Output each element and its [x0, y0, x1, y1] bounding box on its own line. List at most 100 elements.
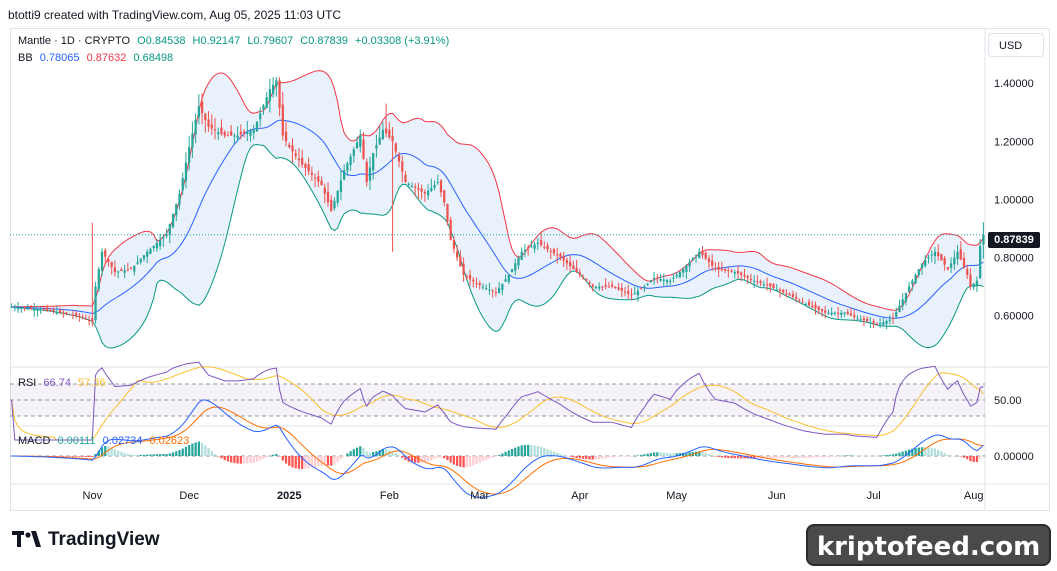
tradingview-logo[interactable]: TradingView [12, 529, 160, 551]
candle-body [982, 234, 985, 245]
macd-line-value: 0.02734 [102, 435, 143, 447]
macd-histogram-bar [230, 456, 233, 463]
candle-body [675, 274, 678, 277]
candle-body [397, 155, 401, 162]
candle-body [723, 268, 727, 271]
macd-histogram-bar [778, 456, 782, 459]
candle [488, 282, 491, 295]
candle [39, 306, 42, 315]
candle [129, 266, 133, 270]
currency-button[interactable]: USD [988, 33, 1044, 57]
candle [246, 120, 249, 142]
candle-body [239, 131, 242, 135]
candle-body [81, 316, 84, 318]
macd-histogram-bar [514, 447, 517, 456]
candle [123, 264, 126, 279]
macd-histogram-bar [543, 447, 546, 456]
bb-lower-line [11, 143, 984, 349]
candle [856, 314, 859, 320]
macd-histogram-bar [804, 456, 807, 458]
macd-histogram-bar [943, 453, 946, 456]
candle [71, 310, 75, 319]
macd-histogram-bar [110, 447, 113, 456]
candle-body [688, 262, 691, 267]
candle-body [410, 185, 414, 187]
candle [885, 319, 888, 330]
candle-body [594, 286, 598, 289]
candle [659, 273, 662, 282]
candle [394, 142, 397, 156]
bb-upper-value: 0.87632 [86, 52, 127, 64]
candle [317, 170, 320, 188]
candle [168, 223, 171, 244]
candle [252, 124, 255, 140]
candle [188, 136, 191, 171]
candle [972, 283, 975, 291]
candle [491, 289, 494, 298]
candle [640, 286, 643, 290]
candle [304, 162, 307, 176]
candle-body [517, 257, 520, 266]
candle [665, 278, 669, 287]
candle [878, 318, 882, 329]
candle [911, 279, 914, 291]
candle-body [117, 271, 120, 273]
candle-body [966, 269, 969, 275]
candle [468, 269, 472, 286]
candle [291, 138, 294, 163]
candle-body [840, 312, 843, 315]
candle [937, 244, 940, 261]
price-tick-label: 1.20000 [994, 136, 1034, 148]
candle [778, 287, 782, 298]
macd-histogram-bar [107, 446, 110, 456]
candle-body [930, 254, 933, 256]
candle-body [68, 314, 71, 316]
candle [833, 311, 837, 316]
macd-histogram-bar [117, 450, 120, 456]
candle-body [168, 224, 171, 236]
candle-body [339, 180, 343, 192]
candle [707, 255, 711, 269]
candle [204, 112, 207, 133]
candle-body [846, 312, 849, 315]
macd-histogram-bar [914, 448, 917, 456]
candle-body [824, 310, 827, 313]
candle [84, 314, 87, 321]
macd-histogram-bar [113, 449, 117, 456]
candle-body [795, 296, 798, 299]
candle [110, 261, 113, 275]
macd-histogram-bar [317, 456, 320, 467]
candle [562, 251, 565, 267]
candle [620, 283, 623, 298]
candle-body [213, 129, 217, 131]
candle-body [65, 312, 68, 314]
macd-histogram-bar [491, 456, 494, 458]
macd-histogram-bar [365, 451, 368, 456]
candle [504, 274, 507, 282]
candle-body [536, 243, 539, 244]
candle-body [336, 190, 339, 203]
candle [740, 271, 743, 282]
candle-body [778, 289, 782, 291]
macd-histogram-bar [891, 454, 895, 456]
macd-histogram-bar [617, 456, 620, 457]
candle [578, 268, 581, 278]
candle [397, 152, 401, 168]
candle-body [42, 308, 46, 310]
candle-body [352, 149, 355, 156]
candle [75, 311, 78, 319]
candle [313, 173, 317, 188]
candle [339, 169, 343, 201]
candle-body [588, 282, 591, 284]
candle-body [533, 244, 536, 249]
macd-histogram-bar [178, 450, 181, 456]
candle [840, 310, 843, 319]
candle [546, 242, 549, 253]
candle [820, 308, 824, 317]
candle-body [959, 249, 962, 260]
macd-histogram-bar [394, 453, 397, 456]
candle-body [717, 266, 720, 270]
candle [646, 282, 649, 286]
macd-histogram-bar [652, 452, 656, 456]
